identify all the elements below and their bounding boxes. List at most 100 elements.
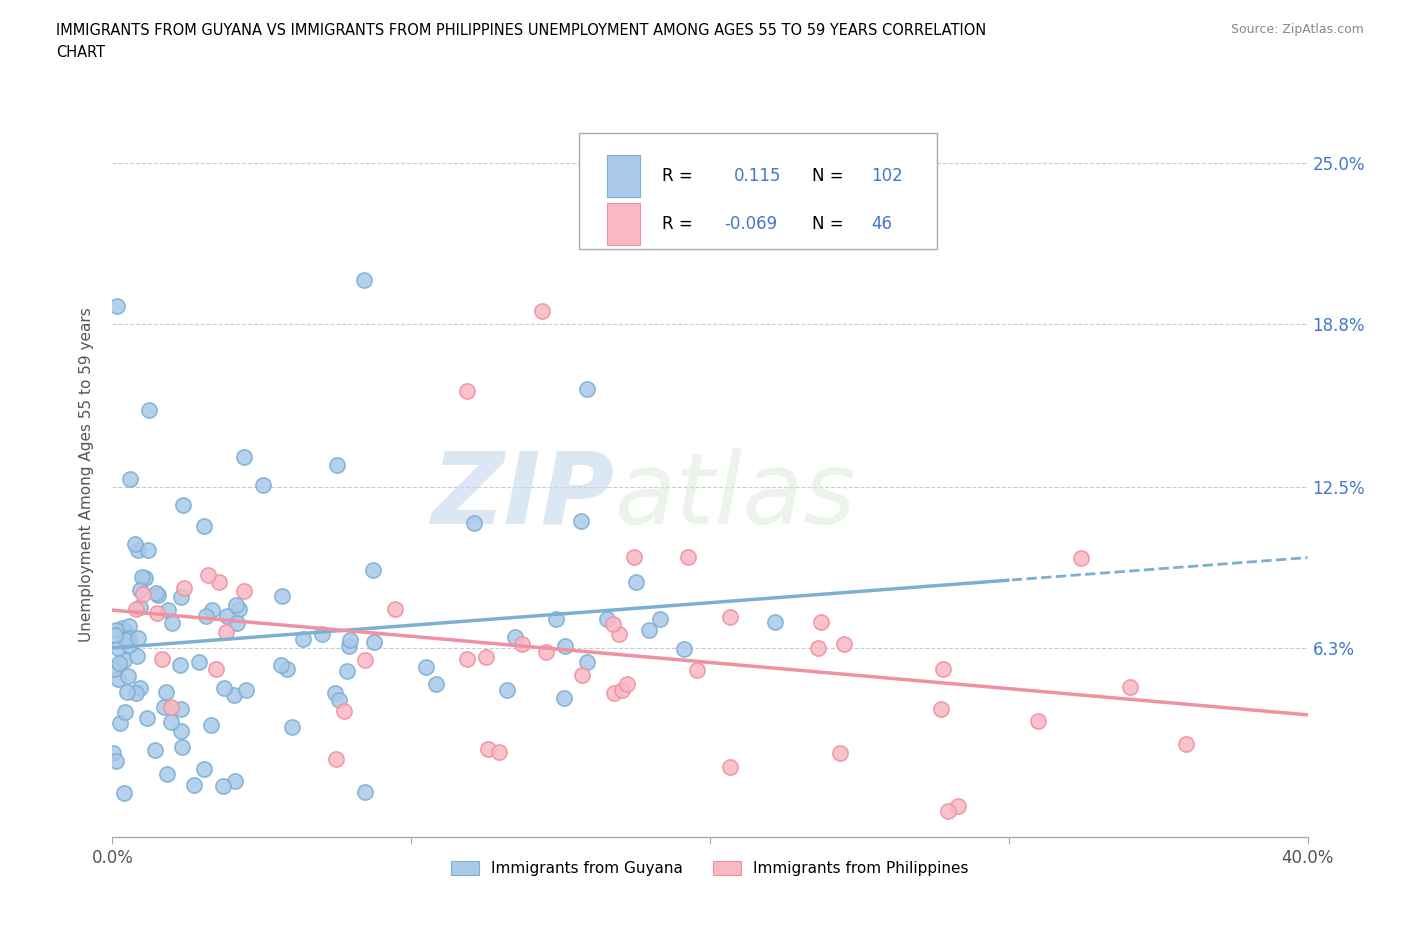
Point xyxy=(488,744,510,759)
Point xyxy=(610,683,633,698)
Point xyxy=(160,616,183,631)
Point xyxy=(127,631,149,645)
Point xyxy=(128,582,150,597)
Point xyxy=(150,652,173,667)
Point xyxy=(160,699,183,714)
Point xyxy=(225,598,247,613)
Point xyxy=(217,608,239,623)
Point xyxy=(384,601,406,616)
Point xyxy=(276,661,298,676)
Point xyxy=(124,602,146,617)
Point xyxy=(638,623,661,638)
Point xyxy=(108,715,131,730)
Point xyxy=(112,786,135,801)
Point xyxy=(134,571,156,586)
FancyBboxPatch shape xyxy=(579,133,938,249)
Point xyxy=(363,563,385,578)
Point xyxy=(160,714,183,729)
Point xyxy=(929,701,952,716)
Point xyxy=(337,638,360,653)
Point xyxy=(718,610,741,625)
Point xyxy=(571,667,593,682)
Point xyxy=(607,627,630,642)
Point xyxy=(115,632,138,647)
Text: R =: R = xyxy=(662,215,693,232)
Point xyxy=(114,623,136,638)
Point xyxy=(111,621,134,636)
Point xyxy=(575,381,598,396)
Point xyxy=(553,691,575,706)
Point xyxy=(425,676,447,691)
Text: CHART: CHART xyxy=(56,45,105,60)
Point xyxy=(108,656,131,671)
Point xyxy=(810,615,832,630)
Point xyxy=(124,537,146,551)
Point xyxy=(193,761,215,776)
Text: 102: 102 xyxy=(872,167,903,185)
Point xyxy=(510,636,533,651)
Text: N =: N = xyxy=(811,167,844,185)
Point xyxy=(103,662,125,677)
Point xyxy=(1028,714,1050,729)
Point xyxy=(118,631,141,645)
Point xyxy=(118,618,141,633)
Point xyxy=(650,611,672,626)
Point xyxy=(129,599,152,614)
Point xyxy=(114,704,136,719)
Point xyxy=(157,603,180,618)
Text: atlas: atlas xyxy=(614,447,856,545)
Point xyxy=(212,681,235,696)
Point xyxy=(602,686,624,701)
Point xyxy=(120,472,142,487)
Point xyxy=(503,630,526,644)
Point xyxy=(117,685,139,700)
Point xyxy=(107,671,129,686)
Point xyxy=(156,766,179,781)
Point xyxy=(193,519,215,534)
Point xyxy=(571,513,593,528)
Point xyxy=(536,644,558,659)
Point xyxy=(686,662,709,677)
Point xyxy=(187,654,209,669)
Point xyxy=(326,458,349,472)
Point xyxy=(112,652,135,667)
Point xyxy=(271,588,294,603)
Point xyxy=(131,570,153,585)
Point xyxy=(101,746,124,761)
Point xyxy=(118,638,141,653)
Point xyxy=(325,751,347,766)
Point xyxy=(932,661,955,676)
Point xyxy=(235,683,257,698)
Point xyxy=(936,804,959,818)
Point xyxy=(463,516,485,531)
Point xyxy=(626,575,648,590)
Point xyxy=(222,687,245,702)
Point xyxy=(415,659,437,674)
Point xyxy=(807,641,830,656)
Point xyxy=(363,634,385,649)
Point xyxy=(205,661,228,676)
Text: R =: R = xyxy=(662,167,693,185)
Text: Source: ZipAtlas.com: Source: ZipAtlas.com xyxy=(1230,23,1364,36)
Point xyxy=(197,567,219,582)
Point xyxy=(195,609,218,624)
Text: IMMIGRANTS FROM GUYANA VS IMMIGRANTS FROM PHILIPPINES UNEMPLOYMENT AMONG AGES 55: IMMIGRANTS FROM GUYANA VS IMMIGRANTS FRO… xyxy=(56,23,987,38)
Point xyxy=(143,742,166,757)
Point xyxy=(233,583,256,598)
Point xyxy=(107,640,129,655)
Point xyxy=(270,658,292,672)
Point xyxy=(291,631,314,646)
Point xyxy=(477,742,499,757)
Point xyxy=(311,627,333,642)
Point xyxy=(602,616,624,631)
Text: -0.069: -0.069 xyxy=(724,215,778,232)
Point xyxy=(155,685,177,700)
Point xyxy=(456,652,478,667)
Point xyxy=(336,663,359,678)
Point xyxy=(208,574,231,589)
Point xyxy=(145,585,167,600)
FancyBboxPatch shape xyxy=(607,204,640,245)
Point xyxy=(146,588,169,603)
Point xyxy=(763,615,786,630)
Point xyxy=(170,724,193,738)
